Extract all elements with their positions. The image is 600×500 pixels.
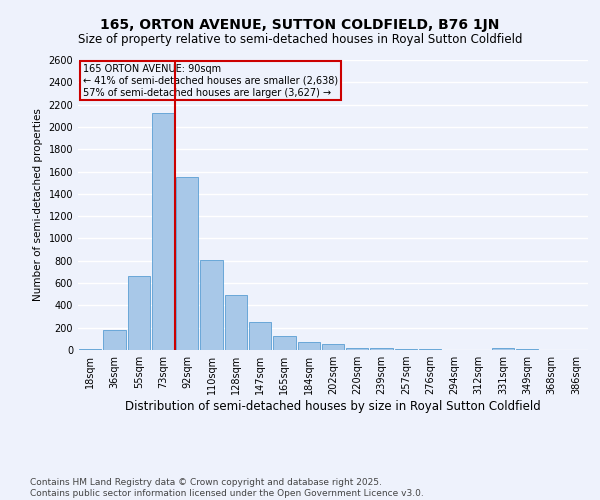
Bar (176, 177, 199, 350)
Bar (370, 348, 393, 350)
Bar (249, 322, 271, 350)
Text: 165 ORTON AVENUE: 90sqm
← 41% of semi-detached houses are smaller (2,638)
57% of: 165 ORTON AVENUE: 90sqm ← 41% of semi-de… (83, 64, 338, 98)
Y-axis label: Number of semi-detached properties: Number of semi-detached properties (33, 108, 43, 302)
Bar (200, 260, 223, 350)
Bar (322, 344, 344, 350)
Text: 165, ORTON AVENUE, SUTTON COLDFIELD, B76 1JN: 165, ORTON AVENUE, SUTTON COLDFIELD, B76… (100, 18, 500, 32)
Bar (224, 296, 247, 350)
X-axis label: Distribution of semi-detached houses by size in Royal Sutton Coldfield: Distribution of semi-detached houses by … (125, 400, 541, 413)
Bar (273, 336, 296, 350)
Bar (492, 348, 514, 350)
Bar (103, 330, 125, 350)
Bar (128, 276, 150, 350)
Bar (152, 113, 174, 350)
Text: Size of property relative to semi-detached houses in Royal Sutton Coldfield: Size of property relative to semi-detach… (78, 32, 522, 46)
Bar (298, 342, 320, 350)
Bar (346, 348, 368, 350)
Text: Contains HM Land Registry data © Crown copyright and database right 2025.
Contai: Contains HM Land Registry data © Crown c… (30, 478, 424, 498)
